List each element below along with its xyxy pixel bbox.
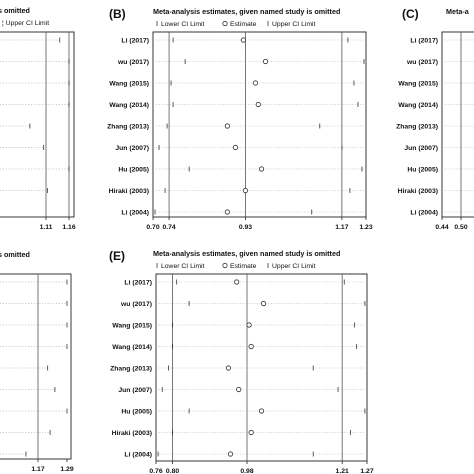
panel-e-tick-label: 0.76 bbox=[149, 468, 162, 474]
panel-b-study-label: wu (2017) bbox=[117, 59, 149, 66]
panel-e-estimate-point bbox=[236, 386, 242, 393]
panel-b-estimate-point bbox=[242, 187, 249, 194]
panel-c-frame bbox=[441, 31, 474, 218]
panel-c-label: (C) bbox=[402, 7, 419, 21]
panel-b-estimate-point bbox=[224, 123, 230, 129]
panel-b-tick-label: 1.23 bbox=[359, 224, 372, 231]
panel-b-tick-label: 1.17 bbox=[335, 224, 348, 231]
panel-b-study-label: Wang (2014) bbox=[109, 102, 149, 109]
panel-b-estimate-point bbox=[240, 37, 247, 43]
panel-c-study-label: Wang (2015) bbox=[398, 81, 438, 88]
panel-b-study-label: Hiraki (2003) bbox=[109, 188, 149, 195]
panel-b-label: (B) bbox=[109, 7, 126, 21]
panel-a-legend-upper: ¦ Upper CI Limit bbox=[2, 20, 49, 27]
panel-b-study-label: Zhang (2013) bbox=[107, 124, 149, 131]
panel-b-estimate-point bbox=[224, 209, 230, 215]
panel-d-title: s omitted bbox=[0, 250, 30, 259]
panel-e-study-label: Hu (2005) bbox=[121, 409, 152, 416]
panel-e-estimate-point bbox=[246, 322, 252, 328]
panel-e-study-label: Jun (2007) bbox=[118, 387, 152, 394]
panel-e-estimate-point bbox=[248, 429, 254, 436]
panel-c-study-label: wu (2017) bbox=[406, 59, 438, 66]
panel-b-estimate-point bbox=[252, 80, 259, 86]
panel-c-study-label: Jun (2007) bbox=[404, 145, 438, 152]
panel-b-estimate-point bbox=[258, 166, 265, 172]
panel-e-legend-estimate: Estimate bbox=[230, 263, 257, 270]
panel-e-study-label: Li (2017) bbox=[124, 280, 152, 287]
panel-b-tick-label: 0.70 bbox=[146, 224, 159, 231]
panel-b-study-label: Li (2004) bbox=[121, 210, 149, 217]
panel-c-study-label: Li (2004) bbox=[410, 210, 438, 217]
panel-e-legend-upper: Upper CI Limit bbox=[272, 263, 316, 270]
panel-a-title: s omitted bbox=[0, 6, 30, 15]
panel-c-study-label: Hiraki (2003) bbox=[398, 188, 438, 195]
panel-b-frame bbox=[152, 31, 367, 218]
panel-e-estimate-point bbox=[260, 300, 267, 307]
panel-b-legend-lower: Lower CI Limit bbox=[161, 21, 205, 28]
panel-b-legend-upper: Upper CI Limit bbox=[272, 21, 316, 28]
panel-b-estimate-point bbox=[232, 144, 238, 151]
panel-e-legend-estimate-symbol bbox=[222, 262, 228, 269]
panel-d-tick-label: 1.17 bbox=[31, 466, 44, 473]
panel-c: (C) Meta-a Li (2017) wu (2017) Wang (2015) Wa… bbox=[396, 7, 474, 231]
panel-c-tick-label: 0.44 bbox=[435, 224, 448, 231]
panel-b-study-label: Jun (2007) bbox=[115, 145, 149, 152]
panel-b-tick-label: 0.93 bbox=[239, 224, 252, 231]
panel-e-label: (E) bbox=[109, 249, 125, 263]
panel-e-estimate-point bbox=[225, 365, 232, 371]
panel-e-study-label: Hiraki (2003) bbox=[112, 430, 152, 437]
panel-e-study-label: Wang (2014) bbox=[112, 344, 152, 351]
panel-c-title: Meta-a bbox=[446, 7, 470, 16]
panel-e-estimate-point bbox=[248, 343, 254, 350]
panel-b: (B) Meta-analysis estimates, given named … bbox=[107, 7, 373, 231]
panel-e-estimate-point bbox=[227, 451, 234, 457]
panel-a-tick-label: 1.11 bbox=[40, 224, 53, 231]
panel-e-estimate-point bbox=[258, 408, 265, 414]
panel-e-legend-lower: Lower CI Limit bbox=[161, 263, 205, 270]
panel-a-frame bbox=[0, 31, 75, 218]
panel-b-estimate-point bbox=[255, 101, 261, 108]
panel-b-legend-estimate: Estimate bbox=[230, 21, 257, 28]
panel-b-study-label: Li (2017) bbox=[121, 38, 149, 45]
panel-d: s omitted 1.17 1.29 bbox=[0, 250, 74, 473]
panel-c-study-label: Wang (2014) bbox=[398, 102, 438, 109]
panel-c-study-label: Li (2017) bbox=[410, 38, 438, 45]
panel-b-title: Meta-analysis estimates, given named stu… bbox=[153, 7, 340, 16]
panel-b-legend-estimate-symbol bbox=[222, 20, 228, 27]
panel-c-study-label: Zhang (2013) bbox=[396, 124, 438, 131]
panel-e-tick-label: 1.27 bbox=[360, 468, 373, 474]
panel-c-tick-label: 0.50 bbox=[454, 224, 467, 231]
panel-e-title: Meta-analysis estimates, given named stu… bbox=[153, 249, 340, 258]
panel-a: s omitted ¦ Upper CI Limit 1.11 1.16 bbox=[0, 6, 76, 231]
panel-e-tick-label: 0.98 bbox=[240, 468, 253, 474]
panel-e: (E) Meta-analysis estimates, given named … bbox=[109, 249, 374, 474]
panel-b-study-label: Hu (2005) bbox=[118, 167, 149, 174]
panel-b-study-label: Wang (2015) bbox=[109, 81, 149, 88]
panel-e-study-label: Wang (2015) bbox=[112, 323, 152, 330]
panel-e-study-label: Li (2004) bbox=[124, 452, 152, 459]
panel-e-frame bbox=[155, 273, 368, 462]
panel-d-frame bbox=[0, 273, 72, 460]
panel-e-estimate-point bbox=[234, 279, 240, 285]
panel-e-tick-label: 1.21 bbox=[336, 468, 349, 474]
panel-b-tick-label: 0.74 bbox=[162, 224, 175, 231]
panel-d-tick-label: 1.29 bbox=[60, 466, 73, 473]
panel-b-estimate-point bbox=[262, 58, 269, 65]
panel-e-study-label: wu (2017) bbox=[120, 301, 152, 308]
panel-e-study-label: Zhang (2013) bbox=[110, 366, 152, 373]
panel-a-tick-label: 1.16 bbox=[62, 224, 75, 231]
panel-e-tick-label: 0.80 bbox=[166, 468, 179, 474]
panel-c-study-label: Hu (2005) bbox=[407, 167, 438, 174]
